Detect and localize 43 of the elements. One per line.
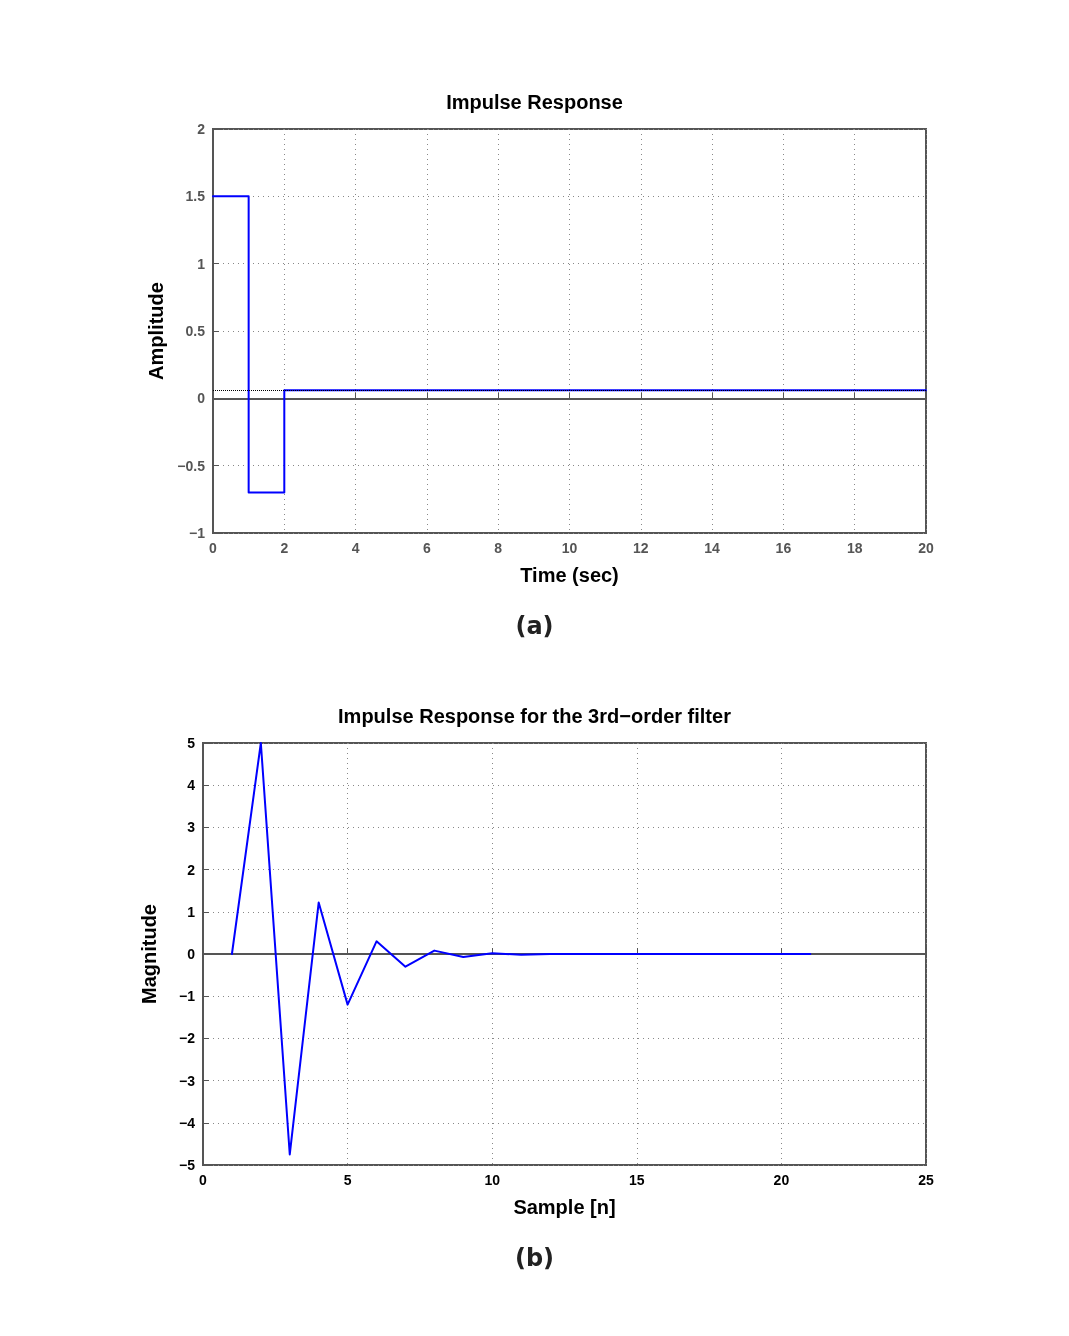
y-tick-label: −4 bbox=[179, 1114, 196, 1131]
y-tick-label: −5 bbox=[179, 1157, 196, 1173]
y-tick-label: 2 bbox=[187, 861, 196, 878]
y-tick-label: 1.5 bbox=[185, 188, 206, 205]
x-tick-label: 0 bbox=[209, 540, 218, 556]
y-tick-label: −0.5 bbox=[177, 457, 206, 474]
y-tick-label: 1 bbox=[197, 255, 206, 272]
text: (b) bbox=[514, 1244, 555, 1272]
chart-title: Impulse Response bbox=[446, 91, 623, 113]
y-axis-title: Magnitude bbox=[138, 904, 160, 1004]
y-tick-label: 2 bbox=[197, 121, 206, 137]
x-tick-label: 5 bbox=[343, 1172, 352, 1188]
x-tick-label: 16 bbox=[775, 540, 792, 556]
x-tick-label: 18 bbox=[846, 540, 863, 556]
y-tick-label: −2 bbox=[179, 1030, 196, 1047]
y-tick-label: −3 bbox=[179, 1072, 196, 1089]
y-tick-label: 3 bbox=[187, 819, 196, 836]
x-tick-label: 10 bbox=[484, 1172, 501, 1188]
y-tick-label: 1 bbox=[187, 903, 196, 920]
y-tick-label: 0 bbox=[197, 390, 206, 407]
x-tick-label: 20 bbox=[918, 540, 934, 556]
y-tick-label: −1 bbox=[179, 988, 196, 1005]
y-tick-label: 0 bbox=[187, 946, 196, 962]
x-tick-label: 6 bbox=[423, 540, 431, 556]
x-axis-title: Sample [n] bbox=[513, 1196, 616, 1218]
x-tick-label: 15 bbox=[629, 1172, 645, 1188]
y-tick-label: 0.5 bbox=[185, 323, 206, 339]
x-tick-label: 4 bbox=[351, 540, 360, 556]
y-axis-title: Amplitude bbox=[145, 282, 168, 380]
y-tick-label: −1 bbox=[189, 525, 206, 541]
x-tick-label: 2 bbox=[280, 540, 289, 556]
x-tick-label: 10 bbox=[561, 540, 578, 556]
x-tick-label: 8 bbox=[494, 540, 503, 556]
x-tick-label: 12 bbox=[633, 540, 649, 556]
x-tick-label: 25 bbox=[918, 1172, 934, 1188]
y-tick-label: 5 bbox=[187, 735, 196, 751]
text: (a) bbox=[515, 612, 554, 640]
chart-title: Impulse Response for the 3rd−order filter bbox=[338, 705, 732, 727]
line-series bbox=[230, 742, 812, 1156]
x-tick-label: 14 bbox=[704, 540, 721, 556]
y-tick-label: 4 bbox=[187, 777, 196, 794]
x-axis-title: Time (sec) bbox=[520, 564, 619, 586]
x-tick-label: 20 bbox=[773, 1172, 790, 1188]
